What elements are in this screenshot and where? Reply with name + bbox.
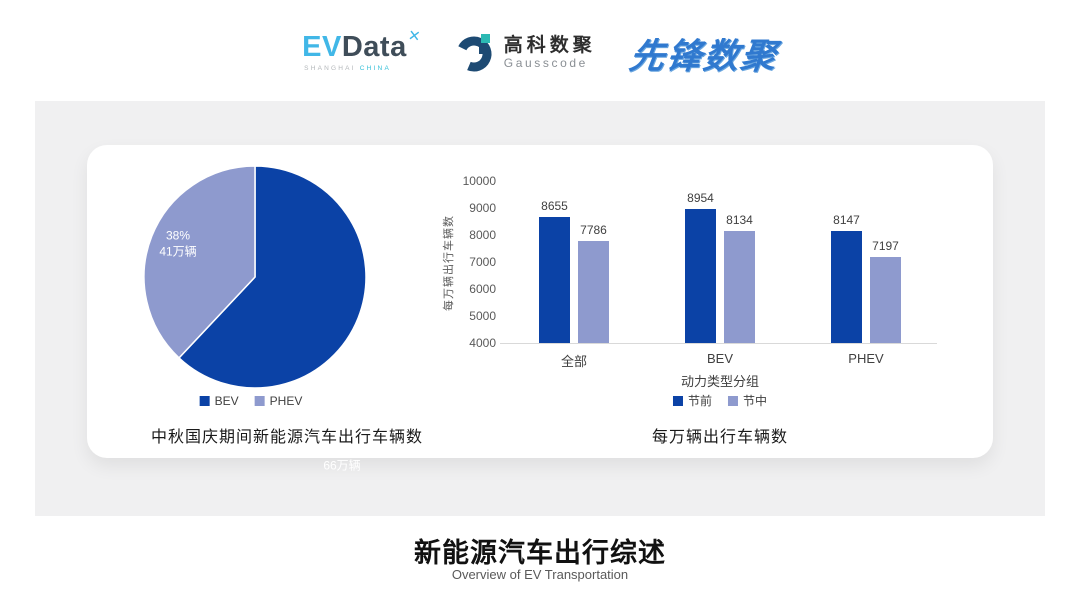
bar-x-tick: 全部	[560, 354, 587, 369]
bar-value-label: 8134	[726, 213, 753, 228]
bar-legend: 节前 节中	[672, 392, 767, 409]
legend-item: PHEV	[254, 394, 303, 408]
pioneer-logo: 先锋数聚	[626, 36, 781, 76]
bar-y-tick: 9000	[469, 201, 496, 215]
evdata-china-text: CHINA	[359, 65, 391, 73]
bar-y-tick: 5000	[469, 309, 496, 323]
bar-y-tick: 8000	[469, 228, 496, 242]
bar-节中-全部	[578, 240, 609, 343]
legend-item: 节前	[672, 392, 712, 409]
pie-slice-phev	[143, 165, 256, 359]
bar-节前-PHEV	[831, 231, 862, 343]
pie-chart-title: 中秋国庆期间新能源汽车出行车辆数	[150, 429, 424, 446]
bar-x-axis-title: 动力类型分组	[680, 374, 760, 389]
gausscode-g-icon	[455, 33, 495, 73]
legend-item: 节中	[728, 392, 767, 409]
logo-header: EV Data ✕ SHANGHAI CHINA 高科数聚 Gausscode 先锋…	[0, 20, 1080, 86]
sparkle-icon: ✕	[406, 27, 422, 47]
legend-label: 节前	[687, 394, 712, 408]
bar-节前-BEV	[685, 209, 716, 343]
pie-slice-bev	[177, 165, 367, 389]
bar-节中-PHEV	[870, 256, 901, 343]
evdata-shanghai-text: SHANGHAI	[304, 65, 356, 73]
pie-label-line: 62%	[329, 442, 355, 457]
pie-legend: BEV PHEV	[199, 394, 303, 408]
gausscode-text: 高科数聚 Gausscode	[504, 35, 596, 71]
gausscode-cn-text: 高科数聚	[503, 35, 596, 57]
pie-label-line: 38%	[165, 228, 191, 243]
legend-label: BEV	[214, 394, 239, 408]
evdata-wordmark: EV Data ✕	[302, 27, 422, 64]
gausscode-en-text: Gausscode	[503, 56, 588, 71]
page-title: 新能源汽车出行综述	[414, 538, 666, 568]
gausscode-logo: 高科数聚 Gausscode	[455, 33, 596, 73]
bar-value-label: 8655	[541, 199, 568, 214]
bar-value-label: 8954	[687, 191, 714, 206]
bar-节中-BEV	[724, 231, 755, 343]
legend-label: PHEV	[269, 394, 303, 408]
legend-swatch-icon	[728, 395, 738, 406]
pie-label-line: 41万辆	[159, 244, 197, 258]
chart-card: 62% 66万辆 38% 41万辆 BEV PHEV 中秋国庆期间新能源汽车出行车辆数…	[87, 145, 993, 472]
bar-value-label: 8147	[833, 213, 860, 228]
gray-panel: 62% 66万辆 38% 41万辆 BEV PHEV 中秋国庆期间新能源汽车出行车辆数…	[35, 101, 1045, 516]
pie-label-line: 66万辆	[323, 458, 361, 472]
legend-label: 节中	[743, 394, 768, 408]
bar-节前-全部	[539, 217, 570, 343]
bar-value-label: 7786	[580, 222, 607, 237]
bar-y-tick: 7000	[469, 255, 496, 269]
bar-x-tick: BEV	[706, 351, 733, 366]
bar-x-axis-line	[500, 343, 937, 344]
bar-y-tick: 4000	[469, 336, 496, 350]
legend-item: BEV	[199, 394, 239, 408]
evdata-data-text: Data	[341, 31, 407, 64]
pie-chart	[143, 165, 367, 389]
evdata-subtext: SHANGHAI CHINA	[304, 66, 391, 73]
legend-swatch-icon	[672, 395, 683, 406]
pie-slice-label-phev: 38% 41万辆	[159, 228, 196, 259]
evdata-ev-text: EV	[302, 31, 342, 64]
legend-swatch-icon	[199, 396, 210, 406]
bar-value-label: 7197	[872, 238, 899, 253]
pie-slice-label-bev: 62% 66万辆	[323, 442, 360, 473]
bar-chart-title: 每万辆出行车辆数	[651, 429, 789, 446]
evdata-logo: EV Data ✕ SHANGHAI CHINA	[302, 27, 422, 73]
bar-y-tick: 6000	[469, 282, 496, 296]
legend-swatch-icon	[254, 396, 265, 406]
page-subtitle: Overview of EV Transportation	[451, 567, 629, 582]
bar-x-tick: PHEV	[848, 351, 884, 366]
bar-y-tick: 10000	[462, 174, 496, 188]
